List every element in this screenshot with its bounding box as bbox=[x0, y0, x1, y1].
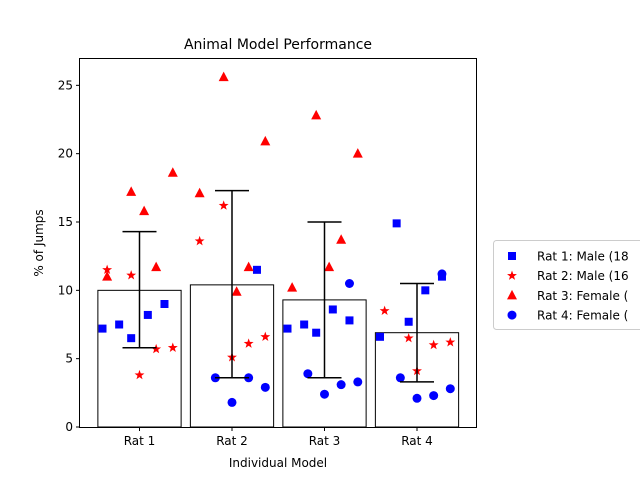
series-1-point-6 bbox=[252, 265, 261, 274]
legend-frame bbox=[493, 240, 640, 330]
series-1-point-13 bbox=[392, 219, 401, 228]
series-1-point-9 bbox=[312, 328, 321, 337]
legend-label-2: Rat 2: Male (16 bbox=[537, 269, 629, 283]
error-bar-2 bbox=[215, 189, 249, 379]
series-2-point-5 bbox=[167, 342, 178, 352]
x-tick-label: Rat 3 bbox=[309, 434, 341, 448]
legend-label-1: Rat 1: Male (18 bbox=[537, 250, 629, 264]
series-4-point-5 bbox=[303, 369, 313, 379]
series-1-point-2 bbox=[115, 320, 124, 329]
series-3-point-9 bbox=[243, 261, 254, 272]
legend-marker-3 bbox=[507, 289, 517, 300]
series-2-point-3 bbox=[134, 369, 145, 380]
series-1-point-8 bbox=[300, 320, 309, 329]
x-axis-label: Individual Model bbox=[229, 456, 327, 470]
series-3-point-5 bbox=[167, 167, 178, 177]
series-3-point-2 bbox=[126, 186, 137, 196]
legend-marker-4 bbox=[507, 310, 517, 320]
series-1-point-10 bbox=[328, 305, 337, 314]
series-2-point-14 bbox=[428, 339, 439, 350]
series-3-point-10 bbox=[260, 135, 271, 146]
y-tick-label: 20 bbox=[58, 147, 73, 161]
series-3-point-14 bbox=[336, 234, 347, 244]
series-4-point-8 bbox=[344, 279, 354, 288]
series-3-point-13 bbox=[324, 261, 335, 272]
series-2-point-15 bbox=[445, 337, 456, 347]
y-tick-label: 0 bbox=[65, 420, 73, 434]
series-2-point-9 bbox=[243, 338, 254, 348]
error-bar-3 bbox=[307, 221, 342, 379]
series-2-point-10 bbox=[260, 331, 271, 342]
series-1-point-11 bbox=[345, 316, 354, 325]
legend-entry-1: Rat 1: Male (18 bbox=[508, 250, 629, 264]
series-2-point-11 bbox=[379, 305, 390, 316]
y-tick-label: 25 bbox=[58, 78, 73, 92]
series-4-point-11 bbox=[412, 393, 422, 403]
series-3-point-6 bbox=[194, 187, 205, 198]
series-2-point-7 bbox=[218, 200, 229, 210]
legend-marker-1 bbox=[508, 252, 516, 260]
series-4-point-2 bbox=[227, 397, 237, 407]
error-bar-4 bbox=[400, 282, 434, 383]
series-2-point-12 bbox=[403, 332, 414, 343]
series-3-point-7 bbox=[218, 71, 229, 82]
legend-label-4: Rat 4: Female ( bbox=[537, 309, 628, 323]
y-axis-label: % of Jumps bbox=[32, 209, 46, 276]
chart-title: Animal Model Performance bbox=[184, 37, 372, 53]
series-1-point-7 bbox=[283, 324, 292, 333]
series-4-point-6 bbox=[320, 389, 329, 399]
series-4-point-9 bbox=[353, 377, 363, 387]
y-tick-label: 10 bbox=[58, 283, 73, 297]
y-axis: 0 5 10 15 20 25 bbox=[58, 78, 80, 434]
series-4-point-13 bbox=[437, 269, 447, 279]
series-3-point-15 bbox=[352, 148, 363, 158]
plot-frame bbox=[79, 58, 477, 428]
series-2-point-2 bbox=[126, 270, 137, 280]
legend-entry-4: Rat 4: Female ( bbox=[507, 309, 628, 323]
series-4-point-14 bbox=[445, 384, 455, 394]
series-3-point-1 bbox=[102, 271, 113, 281]
x-tick-label: Rat 4 bbox=[401, 434, 433, 448]
legend-marker-2 bbox=[507, 270, 517, 280]
series-4-point-4 bbox=[260, 382, 270, 392]
x-tick-label: Rat 1 bbox=[124, 434, 156, 448]
error-bar-1 bbox=[122, 230, 157, 349]
series-1-point-15 bbox=[421, 286, 430, 295]
x-tick-label: Rat 2 bbox=[216, 434, 248, 448]
series-1-point-12 bbox=[376, 332, 384, 341]
y-tick-label: 15 bbox=[58, 215, 73, 229]
series-1-point-4 bbox=[143, 310, 152, 319]
series-3-point-3 bbox=[139, 205, 150, 216]
legend-label-3: Rat 3: Female ( bbox=[537, 289, 628, 303]
series-3-point-11 bbox=[287, 282, 298, 292]
series-3-point-4 bbox=[151, 261, 162, 272]
series-4-point-7 bbox=[336, 380, 346, 390]
y-tick-label: 5 bbox=[65, 352, 73, 366]
series-1-point-14 bbox=[404, 317, 413, 326]
series-4-point-12 bbox=[429, 391, 439, 401]
series-1-point-3 bbox=[127, 334, 136, 343]
series-2-point-6 bbox=[194, 235, 205, 246]
series-1-point-5 bbox=[160, 300, 169, 308]
series-3-point-8 bbox=[231, 286, 242, 296]
series-3-point-12 bbox=[311, 109, 322, 120]
series-4-point-10 bbox=[395, 373, 405, 383]
legend: Rat 1: Male (18 Rat 2: Male (16 Rat 3: Fem… bbox=[493, 240, 640, 330]
x-axis: Rat 1 Rat 2 Rat 3 Rat 4 bbox=[124, 427, 433, 448]
plot-area bbox=[97, 71, 460, 428]
legend-entry-3: Rat 3: Female ( bbox=[507, 289, 628, 303]
legend-entry-2: Rat 2: Male (16 bbox=[507, 269, 629, 283]
series-1-point-1 bbox=[98, 324, 107, 333]
series-2-point-4 bbox=[151, 343, 162, 354]
series-2-point-1 bbox=[102, 264, 113, 275]
